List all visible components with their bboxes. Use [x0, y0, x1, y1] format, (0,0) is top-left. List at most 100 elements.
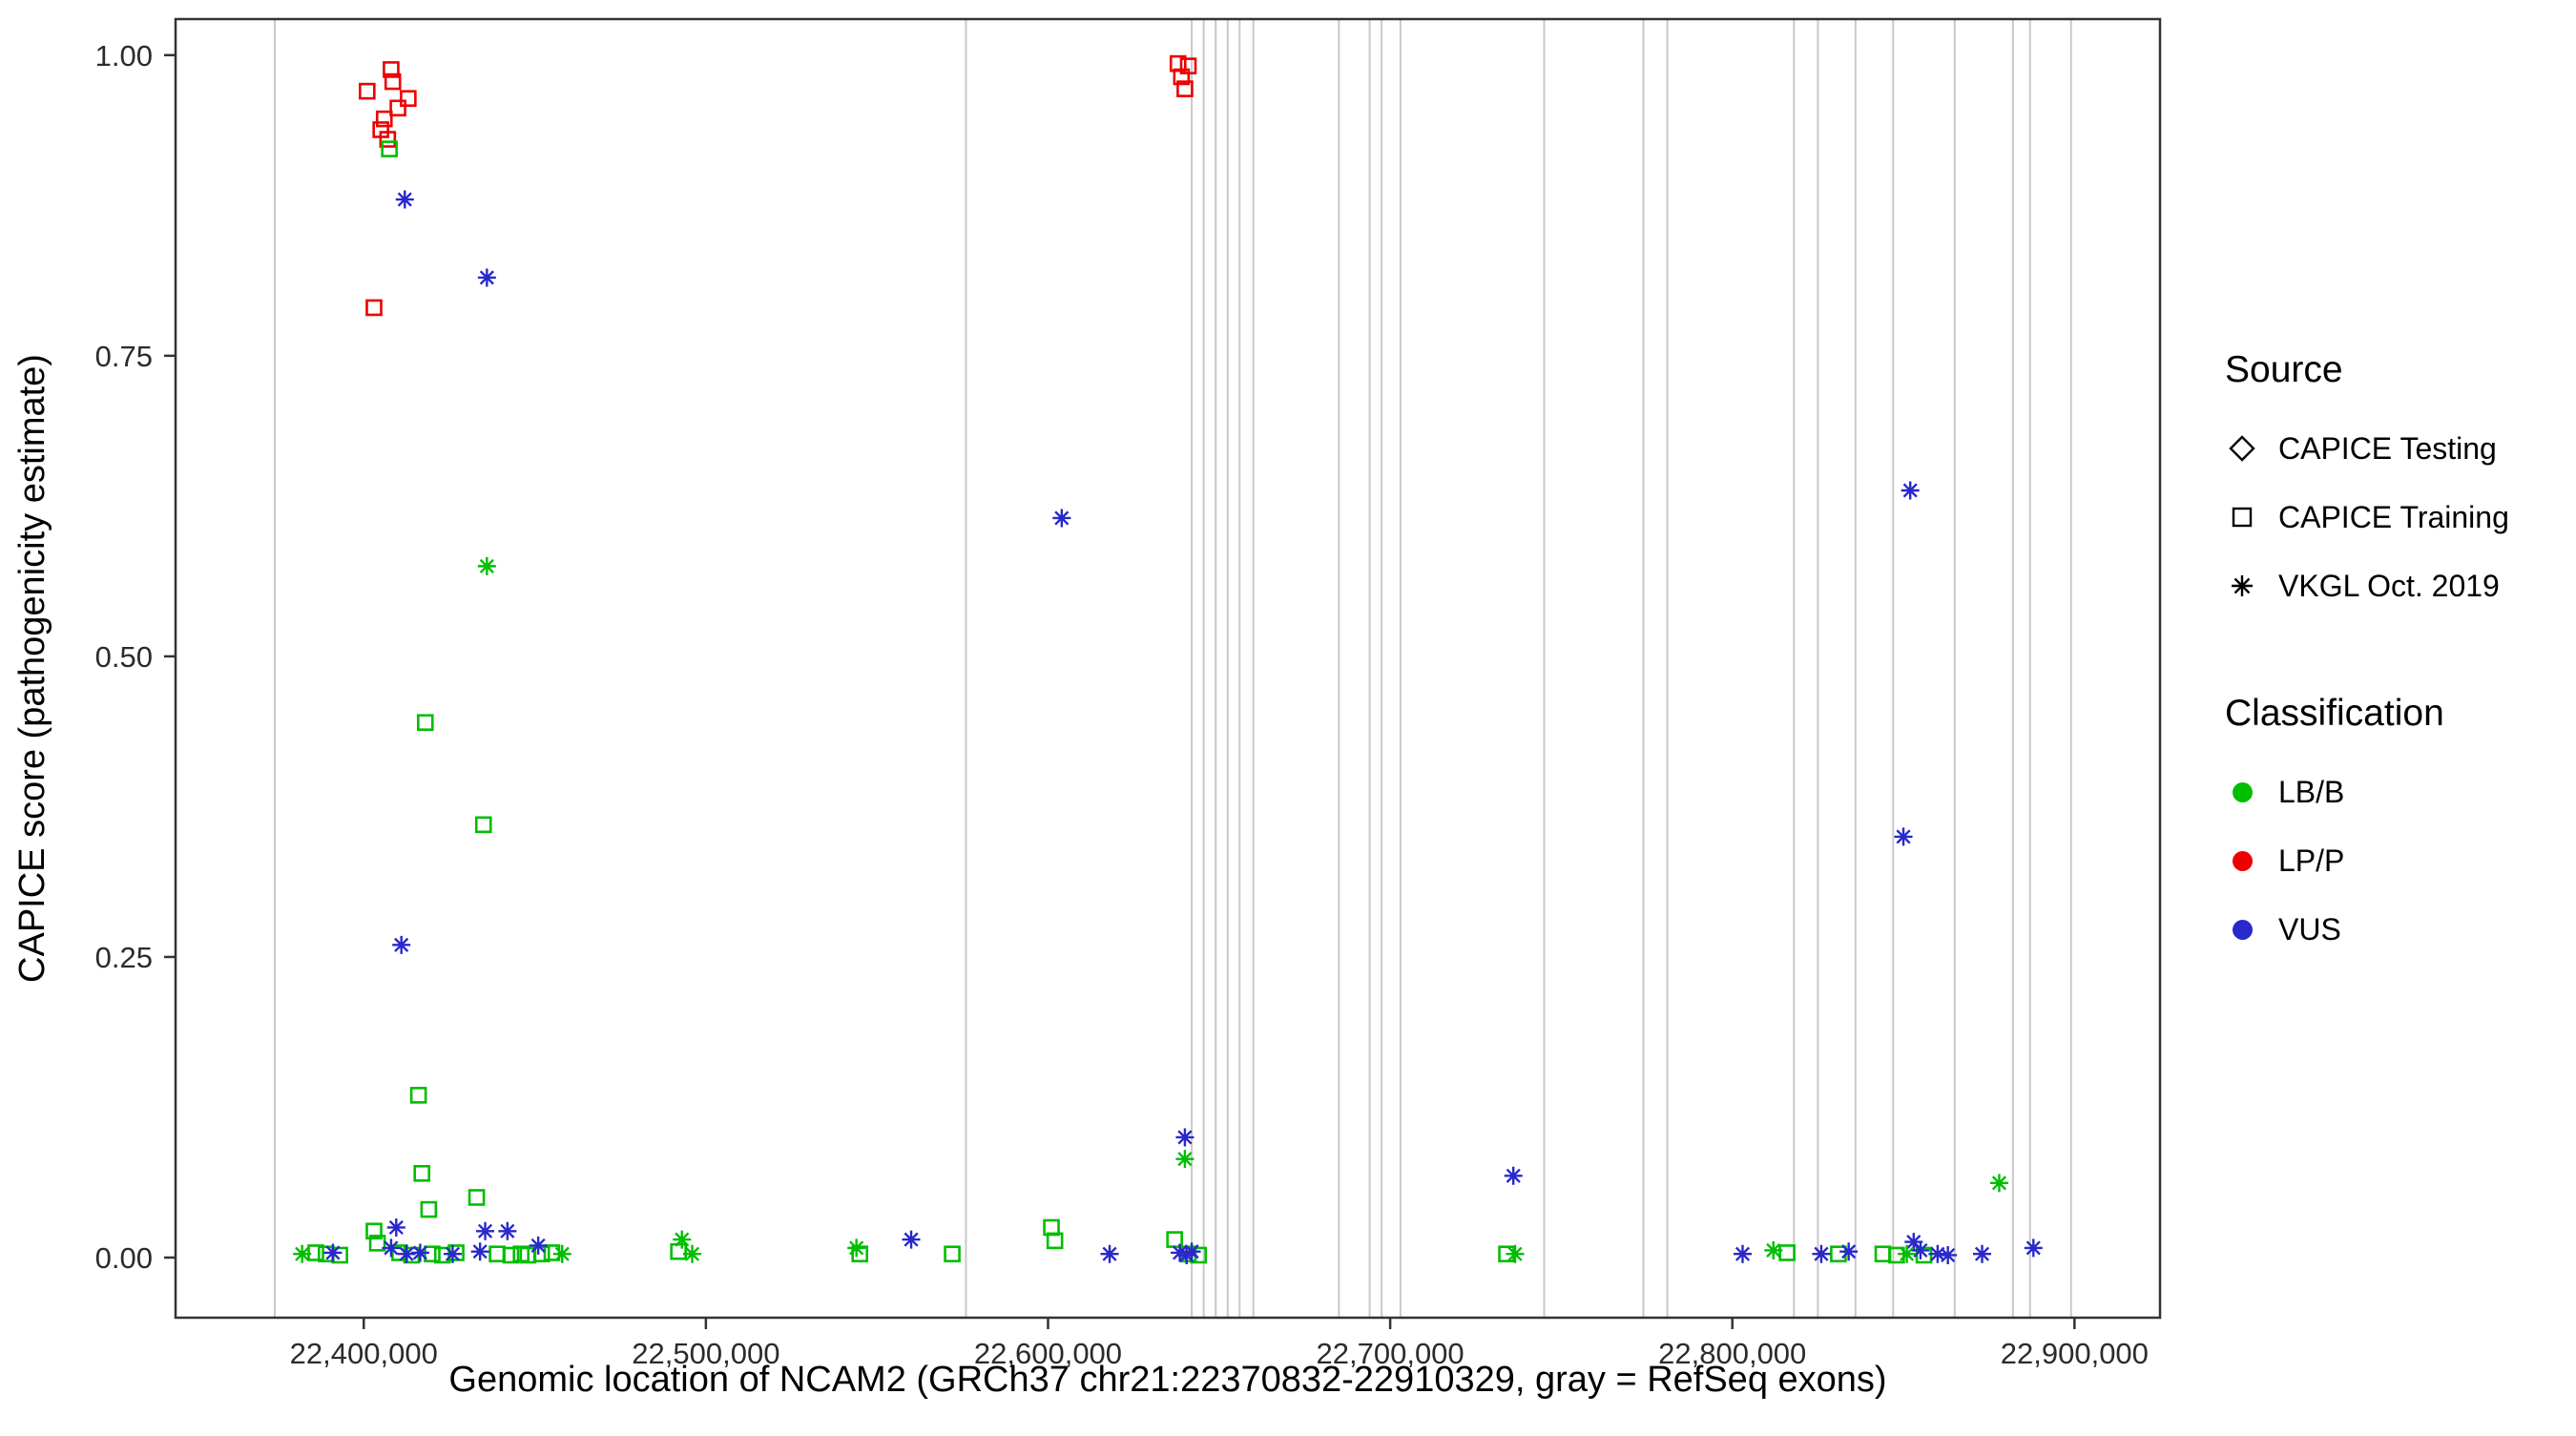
vus-dot-wrap [2225, 912, 2259, 947]
data-point-asterisk [1504, 1166, 1523, 1185]
data-point-asterisk [1894, 827, 1913, 846]
data-point-square [416, 714, 434, 732]
legend-item-label: CAPICE Training [2278, 499, 2509, 534]
data-point-asterisk [1928, 1244, 1947, 1263]
data-point-asterisk [1182, 1242, 1201, 1261]
y-tick-label: 1.00 [95, 39, 153, 73]
data-point-asterisk [293, 1244, 312, 1263]
data-point-asterisk [1171, 1243, 1190, 1262]
data-point-asterisk [1989, 1174, 2008, 1193]
legend-source: Source CAPICE Testing CAPICE Training [2225, 349, 2509, 620]
x-tick-label: 22,900,000 [2001, 1337, 2149, 1370]
data-point-square [368, 1235, 386, 1252]
x-tick-label: 22,600,000 [974, 1337, 1122, 1370]
data-point-square [502, 1246, 520, 1264]
data-point-square [375, 110, 393, 128]
data-point-square [1888, 1246, 1905, 1264]
data-point-square [381, 140, 398, 157]
x-tick-label: 22,700,000 [1317, 1337, 1465, 1370]
data-point-asterisk [902, 1230, 921, 1249]
data-point-square [420, 1200, 438, 1218]
panel-border [174, 17, 2162, 1320]
y-tick-label: 0.00 [95, 1241, 153, 1275]
y-axis-title: CAPICE score (pathogenicity estimate) [12, 354, 52, 983]
data-point-square [365, 299, 383, 317]
data-point-asterisk [1052, 509, 1071, 528]
legend-item-label: VKGL Oct. 2019 [2278, 568, 2500, 603]
square-icon [2232, 507, 2253, 528]
data-point-square [1778, 1244, 1796, 1261]
data-point-asterisk [847, 1238, 866, 1258]
asterisk-icon [2232, 575, 2253, 596]
legend-item-label: CAPICE Testing [2278, 430, 2497, 466]
x-tick-label: 22,400,000 [290, 1337, 438, 1370]
data-point-square [409, 1087, 427, 1104]
data-point-asterisk [386, 1217, 405, 1237]
data-point-asterisk [1898, 1244, 1917, 1263]
data-point-square [944, 1245, 961, 1263]
data-point-asterisk [443, 1244, 462, 1263]
legend-item-label: LB/B [2278, 774, 2345, 809]
data-point-square [474, 816, 492, 834]
data-point-square [1176, 80, 1194, 97]
data-point-asterisk [410, 1243, 429, 1262]
data-point-asterisk [1175, 1128, 1195, 1147]
data-point-asterisk [323, 1243, 343, 1262]
data-point-asterisk [470, 1242, 489, 1261]
lpp-dot-icon [2232, 850, 2253, 871]
legend-classification-title: Classification [2225, 693, 2444, 734]
data-point-square [670, 1242, 687, 1260]
data-point-asterisk [1506, 1244, 1525, 1263]
data-point-square [532, 1245, 551, 1263]
data-point-asterisk [395, 190, 414, 209]
data-point-asterisk [2024, 1238, 2043, 1258]
legend-item-lbb: LB/B [2225, 758, 2509, 826]
legend-item-capice-testing: CAPICE Testing [2225, 414, 2509, 483]
data-point-asterisk [392, 935, 411, 954]
data-point-square [379, 131, 397, 148]
data-point-asterisk [529, 1236, 548, 1255]
data-point-asterisk [1911, 1240, 1930, 1259]
data-point-square [365, 1222, 383, 1240]
data-point-square [488, 1245, 506, 1263]
data-point-asterisk [1733, 1244, 1752, 1263]
legend-item-vkgl: VKGL Oct. 2019 [2225, 552, 2509, 620]
data-point-square [447, 1244, 465, 1261]
legend-item-vus: VUS [2225, 895, 2509, 964]
lpp-dot-wrap [2225, 843, 2259, 878]
data-point-square [359, 82, 376, 100]
data-point-asterisk [477, 268, 496, 287]
x-tick-label: 22,800,000 [1658, 1337, 1806, 1370]
data-point-asterisk [397, 1244, 416, 1263]
data-point-square [1830, 1245, 1847, 1263]
y-tick-label: 0.50 [95, 640, 153, 674]
data-point-square [384, 73, 402, 91]
data-point-square [307, 1244, 324, 1261]
legend: Source CAPICE Testing CAPICE Training [2225, 349, 2509, 964]
data-point-asterisk [498, 1221, 517, 1240]
data-point-asterisk [1175, 1150, 1195, 1169]
diamond-icon-wrap [2225, 431, 2259, 466]
data-point-asterisk [1839, 1242, 1859, 1261]
data-point-square [467, 1189, 486, 1206]
data-point-square [383, 61, 400, 78]
data-point-asterisk [673, 1230, 692, 1249]
data-point-square [400, 90, 417, 107]
lbb-dot-wrap [2225, 775, 2259, 809]
diamond-icon [2229, 435, 2255, 462]
data-point-square [413, 1164, 431, 1182]
data-point-asterisk [552, 1244, 571, 1263]
legend-source-title: Source [2225, 349, 2343, 390]
data-point-asterisk [1939, 1245, 1958, 1264]
square-icon-wrap [2225, 500, 2259, 534]
y-tick-label: 0.75 [95, 340, 153, 373]
data-point-asterisk [1904, 1233, 1923, 1252]
asterisk-icon-wrap [2225, 569, 2259, 603]
legend-item-capice-training: CAPICE Training [2225, 483, 2509, 552]
data-point-asterisk [382, 1238, 401, 1258]
data-point-asterisk [683, 1244, 702, 1263]
data-point-square [543, 1244, 561, 1261]
legend-classification: Classification LB/B LP/P VUS [2225, 693, 2509, 964]
